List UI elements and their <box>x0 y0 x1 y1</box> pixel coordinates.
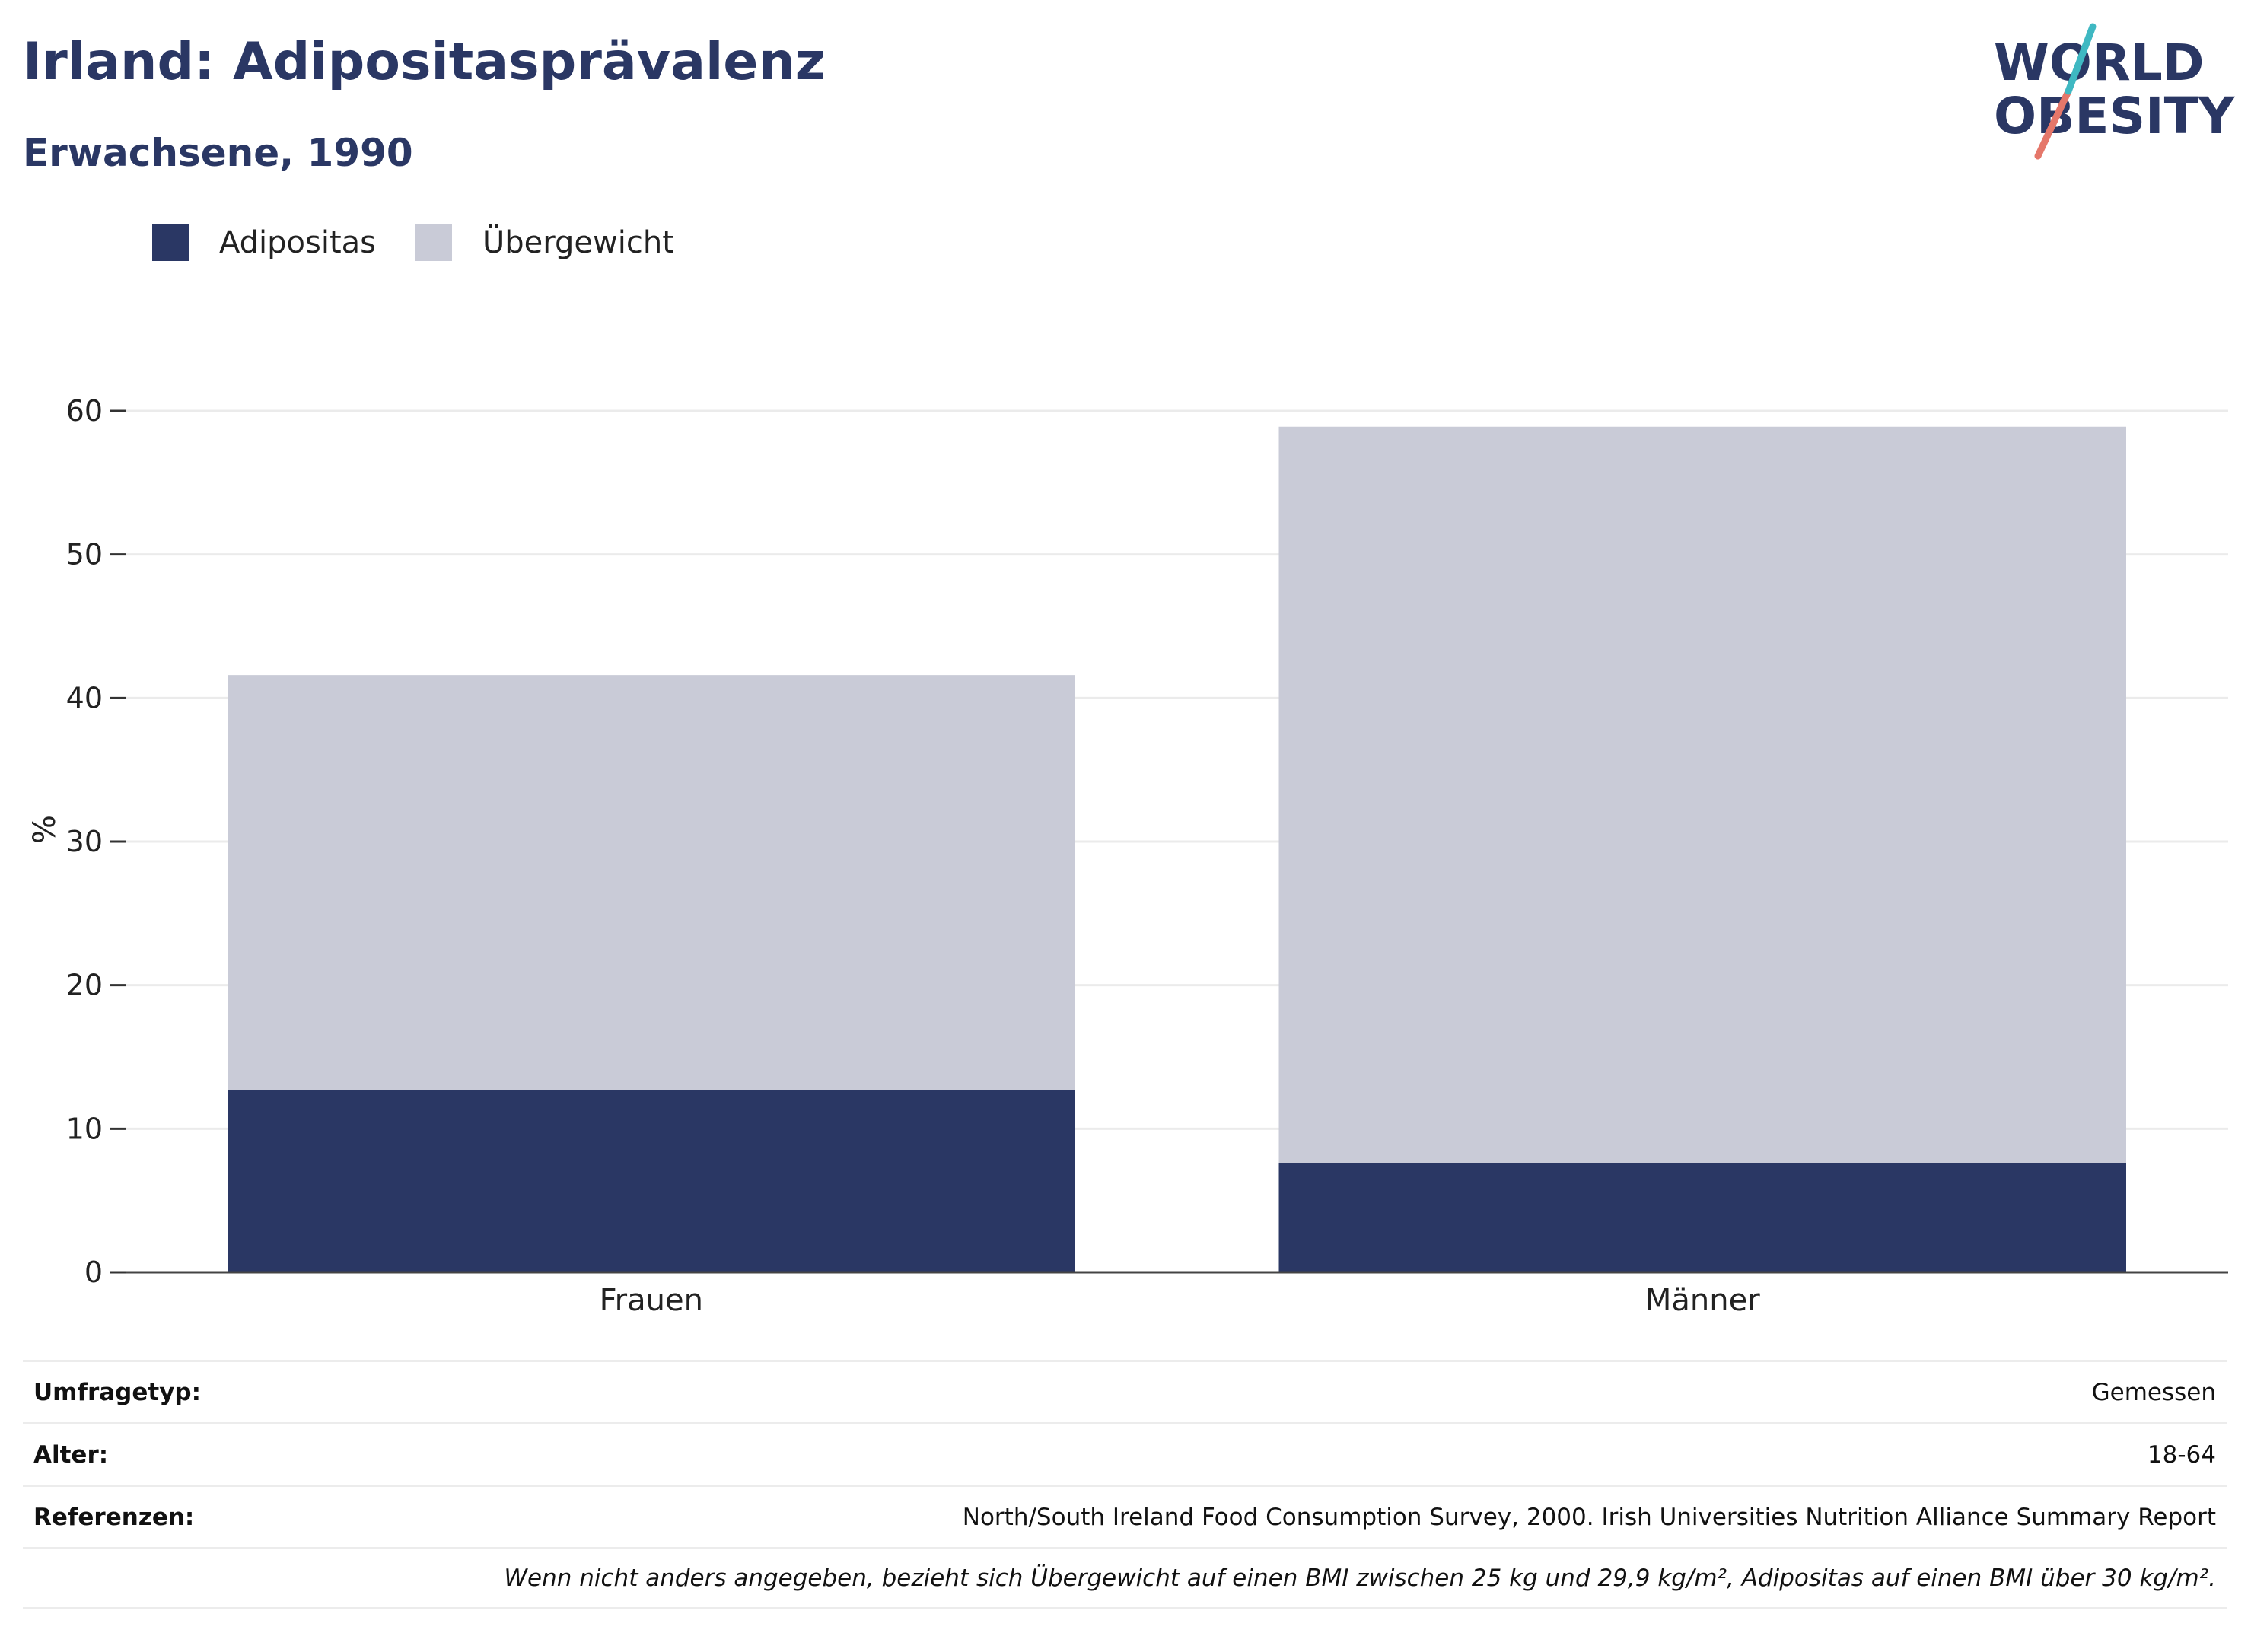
y-tick-label: 0 <box>84 1256 103 1289</box>
info-value: North/South Ireland Food Consumption Sur… <box>962 1503 2216 1531</box>
chart-legend: Adipositas Übergewicht <box>152 224 714 261</box>
y-tick-label: 20 <box>66 969 103 1002</box>
info-label: Referenzen: <box>33 1503 195 1531</box>
y-tick-label: 60 <box>66 394 103 428</box>
info-row-alter: Alter: 18-64 <box>23 1422 2227 1485</box>
axis: 0 10 20 30 40 50 60 Frauen Männer <box>66 394 2228 1318</box>
x-tick-label: Männer <box>1645 1283 1760 1318</box>
info-value: Gemessen <box>2091 1378 2216 1406</box>
bar-uebergewicht-1 <box>1278 426 2126 1163</box>
legend-label-adipositas: Adipositas <box>219 225 377 260</box>
legend-item-uebergewicht: Übergewicht <box>415 224 674 261</box>
y-tick-label: 50 <box>66 538 103 571</box>
chart-title: Irland: Adipositasprävalenz <box>23 32 826 92</box>
bar-chart: 0 10 20 30 40 50 60 Frauen Männer % <box>27 394 2228 1318</box>
info-label: Umfragetyp: <box>33 1378 201 1406</box>
legend-swatch-uebergewicht <box>415 224 453 261</box>
world-obesity-logo: WORLD OBESITY <box>1994 23 2236 160</box>
logo-word-obesity: OBESITY <box>1994 87 2236 145</box>
bar-uebergewicht-0 <box>228 675 1075 1090</box>
y-tick-label: 30 <box>66 825 103 858</box>
chart-subtitle: Erwachsene, 1990 <box>23 131 413 175</box>
info-table: Umfragetyp: Gemessen Alter: 18-64 Refere… <box>23 1360 2227 1609</box>
info-label: Alter: <box>33 1440 109 1469</box>
info-row-referenzen: Referenzen: North/South Ireland Food Con… <box>23 1485 2227 1547</box>
info-row-note: Wenn nicht anders angegeben, bezieht sic… <box>23 1547 2227 1609</box>
bar-adipositas-0 <box>228 1090 1075 1272</box>
bar-marks <box>228 426 2126 1272</box>
y-tick-label: 10 <box>66 1112 103 1145</box>
legend-item-adipositas: Adipositas <box>152 224 376 261</box>
y-tick-label: 40 <box>66 681 103 715</box>
y-axis-label: % <box>27 815 62 844</box>
bar-adipositas-1 <box>1278 1163 2126 1272</box>
x-tick-label: Frauen <box>600 1283 703 1318</box>
logo-word-world: WORLD <box>1994 33 2205 92</box>
info-value: 18-64 <box>2147 1440 2216 1469</box>
footnote: Wenn nicht anders angegeben, bezieht sic… <box>504 1564 2216 1592</box>
legend-swatch-adipositas <box>152 224 189 261</box>
info-row-umfragetyp: Umfragetyp: Gemessen <box>23 1360 2227 1422</box>
legend-label-uebergewicht: Übergewicht <box>482 225 674 260</box>
